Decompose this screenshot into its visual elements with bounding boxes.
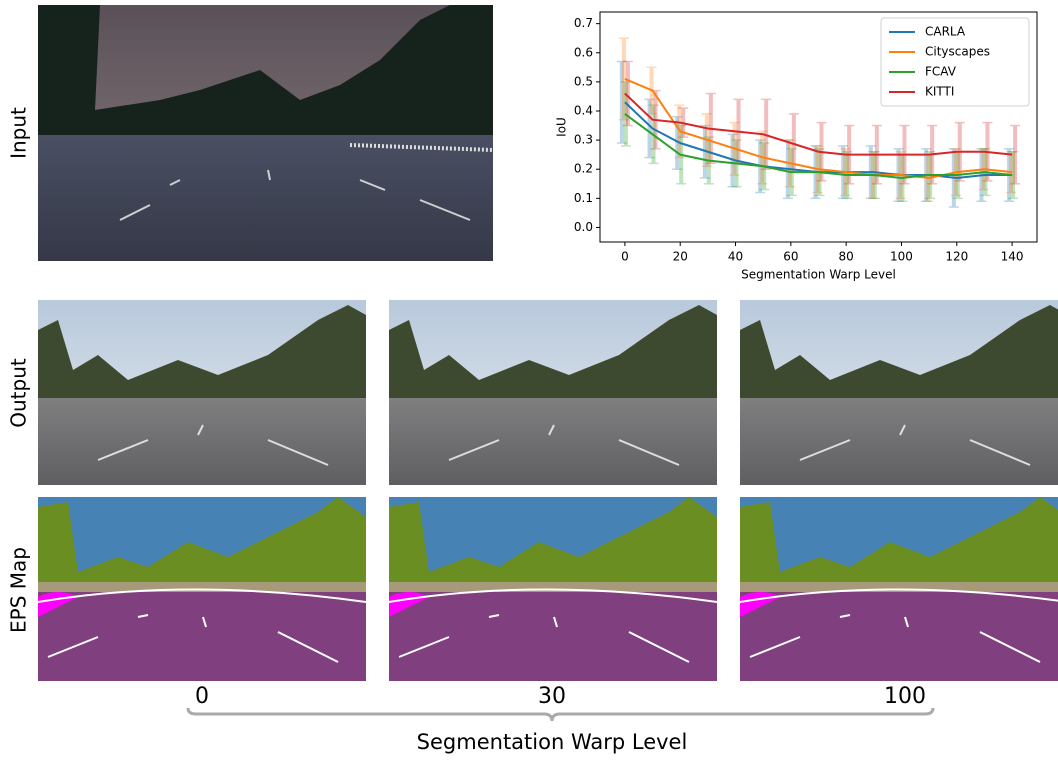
y-tick-label: 0.5	[574, 74, 593, 88]
figure: Input Output EPS Map 0 30 100 Segmentati…	[0, 0, 1058, 756]
y-tick-label: 0.7	[574, 16, 593, 30]
eps-map-image	[389, 497, 717, 681]
bottom-label: Segmentation Warp Level	[417, 730, 688, 754]
x-tick-label: 80	[839, 250, 854, 264]
x-tick-label: 60	[783, 250, 798, 264]
eps-map-image	[38, 497, 366, 681]
legend-label: Cityscapes	[925, 45, 990, 59]
output-image	[740, 300, 1058, 485]
x-tick-label: 120	[945, 250, 968, 264]
column-label: 0	[195, 684, 209, 709]
output-image	[38, 300, 366, 485]
input-image	[38, 5, 493, 261]
y-tick-label: 0.3	[574, 133, 593, 147]
y-tick-label: 0.0	[574, 220, 593, 234]
x-tick-label: 40	[728, 250, 743, 264]
y-tick-label: 0.6	[574, 45, 593, 59]
legend-label: CARLA	[925, 25, 966, 39]
y-tick-label: 0.4	[574, 103, 593, 117]
bracket	[188, 708, 933, 721]
column-label: 100	[884, 684, 926, 709]
x-axis-label: Segmentation Warp Level	[741, 268, 896, 282]
x-tick-label: 100	[890, 250, 913, 264]
chart: 0.0 0.1 0.2 0.3 0.4 0.5 0.6 0.7 0 20 40 60 80 100 120 1…	[555, 12, 1038, 282]
x-tick-label: 20	[673, 250, 688, 264]
eps-map-image	[740, 497, 1058, 681]
column-label: 30	[538, 684, 566, 709]
row-label: EPS Map	[7, 547, 31, 633]
legend-label: FCAV	[925, 65, 957, 79]
output-image	[389, 300, 717, 485]
row-label: Output	[7, 358, 31, 428]
y-axis-label: IoU	[555, 117, 569, 137]
x-tick-label: 140	[1001, 250, 1024, 264]
x-tick-label: 0	[621, 250, 629, 264]
row-label: Input	[7, 107, 31, 159]
y-tick-label: 0.2	[574, 162, 593, 176]
legend-label: KITTI	[925, 85, 954, 99]
y-tick-label: 0.1	[574, 191, 593, 205]
